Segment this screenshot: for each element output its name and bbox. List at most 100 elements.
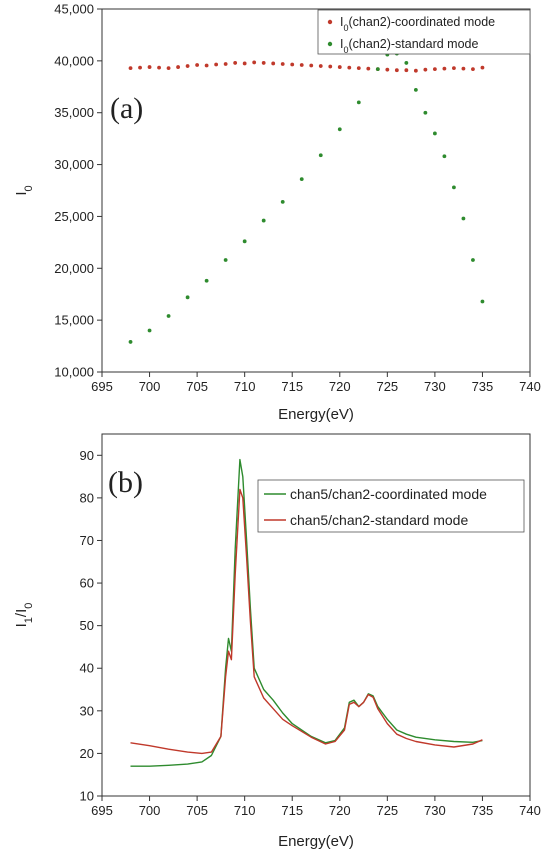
data-point: [271, 61, 276, 66]
legend-box: [317, 9, 531, 55]
data-point: [337, 127, 342, 132]
data-point: [223, 62, 228, 66]
x-axis: 695 700 705 710 715 720 725 730 735 740: [91, 372, 541, 394]
panel-label: (b): [108, 466, 143, 499]
y-tick-label: 60: [80, 576, 94, 591]
data-point: [176, 65, 180, 69]
data-point: [299, 63, 304, 67]
x-tick-label: 710: [234, 803, 256, 818]
x-tick-label: 695: [91, 379, 113, 394]
x-tick-label: 730: [424, 379, 446, 394]
data-point: [432, 131, 437, 136]
data-point: [185, 64, 190, 68]
data-point: [204, 278, 209, 283]
x-tick-label: 715: [281, 803, 303, 818]
data-point: [404, 61, 409, 65]
data-point: [442, 66, 447, 71]
data-point: [394, 68, 399, 73]
legend-label: I0(chan2)-standard mode: [340, 37, 478, 55]
panel-label: (a): [110, 92, 143, 125]
y-tick-label: 30: [80, 703, 94, 718]
data-point: [337, 65, 342, 69]
data-point: [375, 67, 380, 72]
data-point: [442, 154, 447, 159]
y-axis-title: I1/I0: [13, 603, 35, 628]
data-point: [423, 67, 428, 72]
y-tick-label: 90: [80, 448, 94, 463]
x-axis-title: Energy(eV): [278, 406, 354, 423]
x-tick-label: 695: [91, 803, 113, 818]
y-axis-title: I0: [13, 185, 35, 195]
data-point: [280, 62, 285, 66]
data-point: [461, 216, 466, 221]
legend-label: chan5/chan2-standard mode: [290, 512, 468, 528]
data-point: [166, 314, 171, 318]
y-axis: 10 20 30 40 50 60 70 80 90: [80, 448, 102, 804]
y-tick-label: 30,000: [54, 157, 94, 172]
data-point: [128, 340, 133, 344]
data-point: [280, 200, 285, 204]
axes-frame: [101, 433, 531, 797]
data-point: [223, 258, 228, 262]
plot-area: [130, 458, 483, 767]
data-point: [242, 239, 247, 244]
data-point: [471, 258, 475, 262]
axes-frame: [101, 8, 531, 373]
y-axis: 10,000 15,000 20,000 25,000 30,000 35,000 40,0…: [54, 2, 102, 380]
data-point: [185, 295, 190, 300]
series-0: [128, 60, 485, 73]
x-tick-label: 730: [424, 803, 446, 818]
legend: chan5/chan2-coordinated mode chan5/chan2-…: [257, 479, 525, 533]
data-point: [356, 100, 361, 105]
legend-marker: [327, 19, 333, 25]
y-tick-label: 40,000: [54, 53, 94, 68]
data-point: [452, 185, 456, 190]
x-tick-label: 735: [472, 379, 494, 394]
x-tick-label: 715: [281, 379, 303, 394]
data-point: [413, 87, 418, 92]
data-point: [261, 218, 266, 223]
data-point: [432, 67, 437, 72]
data-point: [452, 66, 456, 71]
y-tick-label: 50: [80, 618, 94, 633]
y-tick-label: 15,000: [54, 313, 94, 328]
y-tick-label: 35,000: [54, 105, 94, 120]
data-point: [138, 65, 142, 70]
data-point: [204, 63, 209, 68]
data-point: [261, 61, 266, 65]
data-point: [366, 66, 371, 71]
data-point: [195, 63, 200, 67]
x-tick-label: 740: [519, 803, 541, 818]
x-tick-label: 705: [186, 803, 208, 818]
legend: I0(chan2)-coordinated mode I0(chan2)-stan…: [317, 9, 531, 55]
data-point: [309, 63, 314, 68]
data-point: [157, 65, 161, 70]
data-point: [480, 299, 485, 304]
data-point: [404, 68, 409, 73]
y-tick-label: 10: [80, 789, 94, 804]
data-point: [166, 66, 171, 71]
data-point: [347, 65, 352, 70]
x-tick-label: 725: [376, 379, 398, 394]
series-line: [130, 488, 483, 755]
y-tick-label: 70: [80, 533, 94, 548]
y-tick-label: 45,000: [54, 2, 94, 17]
x-tick-label: 720: [329, 379, 351, 394]
y-tick-label: 40: [80, 661, 94, 676]
data-point: [147, 65, 152, 69]
data-point: [328, 64, 333, 69]
data-point: [471, 67, 475, 72]
chart-panel-a: 695 700 705 710 715 720 725 730 735 740 10,000 15,0…: [13, 2, 541, 424]
x-tick-label: 735: [472, 803, 494, 818]
y-tick-label: 20,000: [54, 261, 94, 276]
x-axis: 695 700 705 710 715 720 725 730 735 740: [91, 796, 541, 818]
data-point: [385, 67, 390, 72]
legend-box: [257, 479, 525, 533]
x-tick-label: 725: [376, 803, 398, 818]
x-tick-label: 705: [186, 379, 208, 394]
x-tick-label: 700: [139, 379, 161, 394]
data-point: [423, 110, 428, 115]
data-point: [299, 177, 304, 181]
